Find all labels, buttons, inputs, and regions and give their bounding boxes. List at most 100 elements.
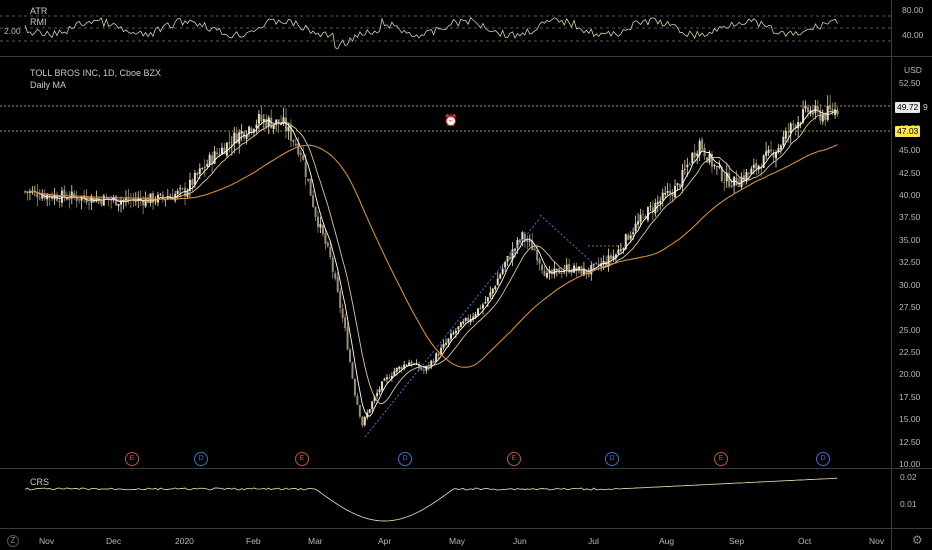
price-tick-label: 30.00 bbox=[899, 279, 921, 290]
candle-body bbox=[777, 147, 780, 152]
candle-body bbox=[794, 125, 797, 129]
candle-body bbox=[275, 119, 278, 125]
candle-body bbox=[252, 129, 255, 133]
candle-body bbox=[587, 273, 590, 275]
candle-body bbox=[723, 181, 726, 183]
candle-body bbox=[627, 235, 630, 240]
candle-body bbox=[363, 417, 366, 425]
earnings-event-icon[interactable]: E bbox=[125, 452, 139, 466]
dividend-event-icon[interactable]: D bbox=[605, 452, 619, 466]
candle-body bbox=[696, 153, 699, 157]
candle-body bbox=[193, 172, 196, 185]
candle-body bbox=[299, 152, 302, 155]
pane-separator-bottom[interactable] bbox=[0, 468, 932, 469]
candle-body bbox=[420, 367, 423, 370]
dividend-event-icon[interactable]: D bbox=[816, 452, 830, 466]
zoom-icon[interactable]: Z bbox=[7, 535, 19, 547]
candle-body bbox=[481, 304, 484, 309]
candle-body bbox=[161, 194, 164, 199]
candle-body bbox=[223, 147, 226, 154]
candle-body bbox=[371, 401, 374, 409]
price-axis-separator[interactable] bbox=[891, 0, 892, 550]
candle-body bbox=[314, 206, 317, 217]
candle-body bbox=[225, 142, 228, 156]
candle-body bbox=[206, 164, 209, 167]
candle-body bbox=[757, 165, 760, 170]
alarm-clock-icon[interactable]: ⏰ bbox=[444, 115, 458, 127]
candle-body bbox=[533, 248, 536, 251]
candle-body bbox=[742, 175, 745, 181]
candle-body bbox=[41, 195, 44, 199]
candle-body bbox=[388, 377, 391, 379]
candle-body bbox=[442, 343, 445, 348]
crs-pane[interactable]: CRS 0.02 0.01 bbox=[0, 469, 932, 528]
time-tick-label: Sep bbox=[729, 536, 745, 546]
candle-body bbox=[570, 272, 573, 274]
candle-body bbox=[693, 152, 696, 158]
candle-body bbox=[784, 131, 787, 139]
atr-value: 2.00 bbox=[4, 26, 21, 36]
candle-body bbox=[346, 327, 349, 350]
candle-body bbox=[213, 151, 216, 164]
trendline-down bbox=[539, 214, 596, 266]
candle-body bbox=[762, 155, 765, 168]
candle-body bbox=[398, 366, 401, 369]
candle-body bbox=[403, 364, 406, 369]
candle-body bbox=[688, 164, 691, 166]
candle-body bbox=[117, 204, 120, 206]
candle-body bbox=[405, 364, 408, 366]
candle-body bbox=[324, 233, 327, 244]
earnings-event-icon[interactable]: E bbox=[507, 452, 521, 466]
price-tick-label: 25.00 bbox=[899, 324, 921, 335]
candle-body bbox=[550, 269, 553, 275]
candle-body bbox=[543, 270, 546, 277]
last-price-tag: 49.72 bbox=[895, 102, 921, 113]
candle-body bbox=[518, 240, 521, 242]
candle-body bbox=[248, 126, 251, 134]
candle-body bbox=[115, 195, 118, 206]
candle-body bbox=[772, 153, 775, 158]
candle-body bbox=[765, 151, 768, 156]
atr-rmi-pane[interactable]: ATR RMI 2.00 80.00 40.00 bbox=[0, 0, 932, 55]
earnings-event-icon[interactable]: E bbox=[295, 452, 309, 466]
dividend-event-icon[interactable]: D bbox=[194, 452, 208, 466]
candle-body bbox=[284, 117, 287, 132]
candle-body bbox=[713, 164, 716, 167]
candle-body bbox=[452, 332, 455, 335]
candle-body bbox=[676, 183, 679, 186]
price-tick-label: 17.50 bbox=[899, 391, 921, 402]
dividend-event-icon[interactable]: D bbox=[398, 452, 412, 466]
time-tick-label: Feb bbox=[246, 536, 261, 546]
earnings-event-icon[interactable]: E bbox=[714, 452, 728, 466]
candle-body bbox=[560, 272, 563, 274]
time-axis-separator[interactable] bbox=[0, 528, 932, 529]
candle-body bbox=[779, 145, 782, 150]
candle-body bbox=[774, 152, 777, 159]
candle-body bbox=[95, 198, 98, 202]
price-tick-label: 20.00 bbox=[899, 369, 921, 380]
candle-body bbox=[381, 381, 384, 391]
pane-separator-top[interactable] bbox=[0, 56, 932, 57]
candle-body bbox=[656, 201, 659, 205]
candle-body bbox=[747, 172, 750, 174]
candle-body bbox=[267, 117, 270, 127]
settings-gear-icon[interactable]: ⚙ bbox=[912, 533, 923, 547]
price-pane[interactable]: TOLL BROS INC, 1D, Cboe BZX Daily MA USD… bbox=[0, 57, 932, 468]
candle-body bbox=[220, 147, 223, 155]
candle-body bbox=[179, 188, 182, 190]
candle-body bbox=[56, 195, 59, 201]
candle-body bbox=[70, 191, 73, 199]
candle-body bbox=[521, 232, 524, 241]
candle-body bbox=[578, 266, 581, 270]
candle-body bbox=[307, 178, 310, 181]
candle-body bbox=[250, 128, 253, 132]
candle-body bbox=[728, 172, 731, 187]
candle-body bbox=[144, 197, 147, 207]
time-tick-label: Aug bbox=[659, 536, 675, 546]
candle-body bbox=[553, 268, 556, 275]
candle-body bbox=[787, 131, 790, 133]
time-tick-label: May bbox=[449, 536, 466, 546]
candle-body bbox=[196, 172, 199, 176]
indicator-subtitle: Daily MA bbox=[30, 80, 67, 90]
